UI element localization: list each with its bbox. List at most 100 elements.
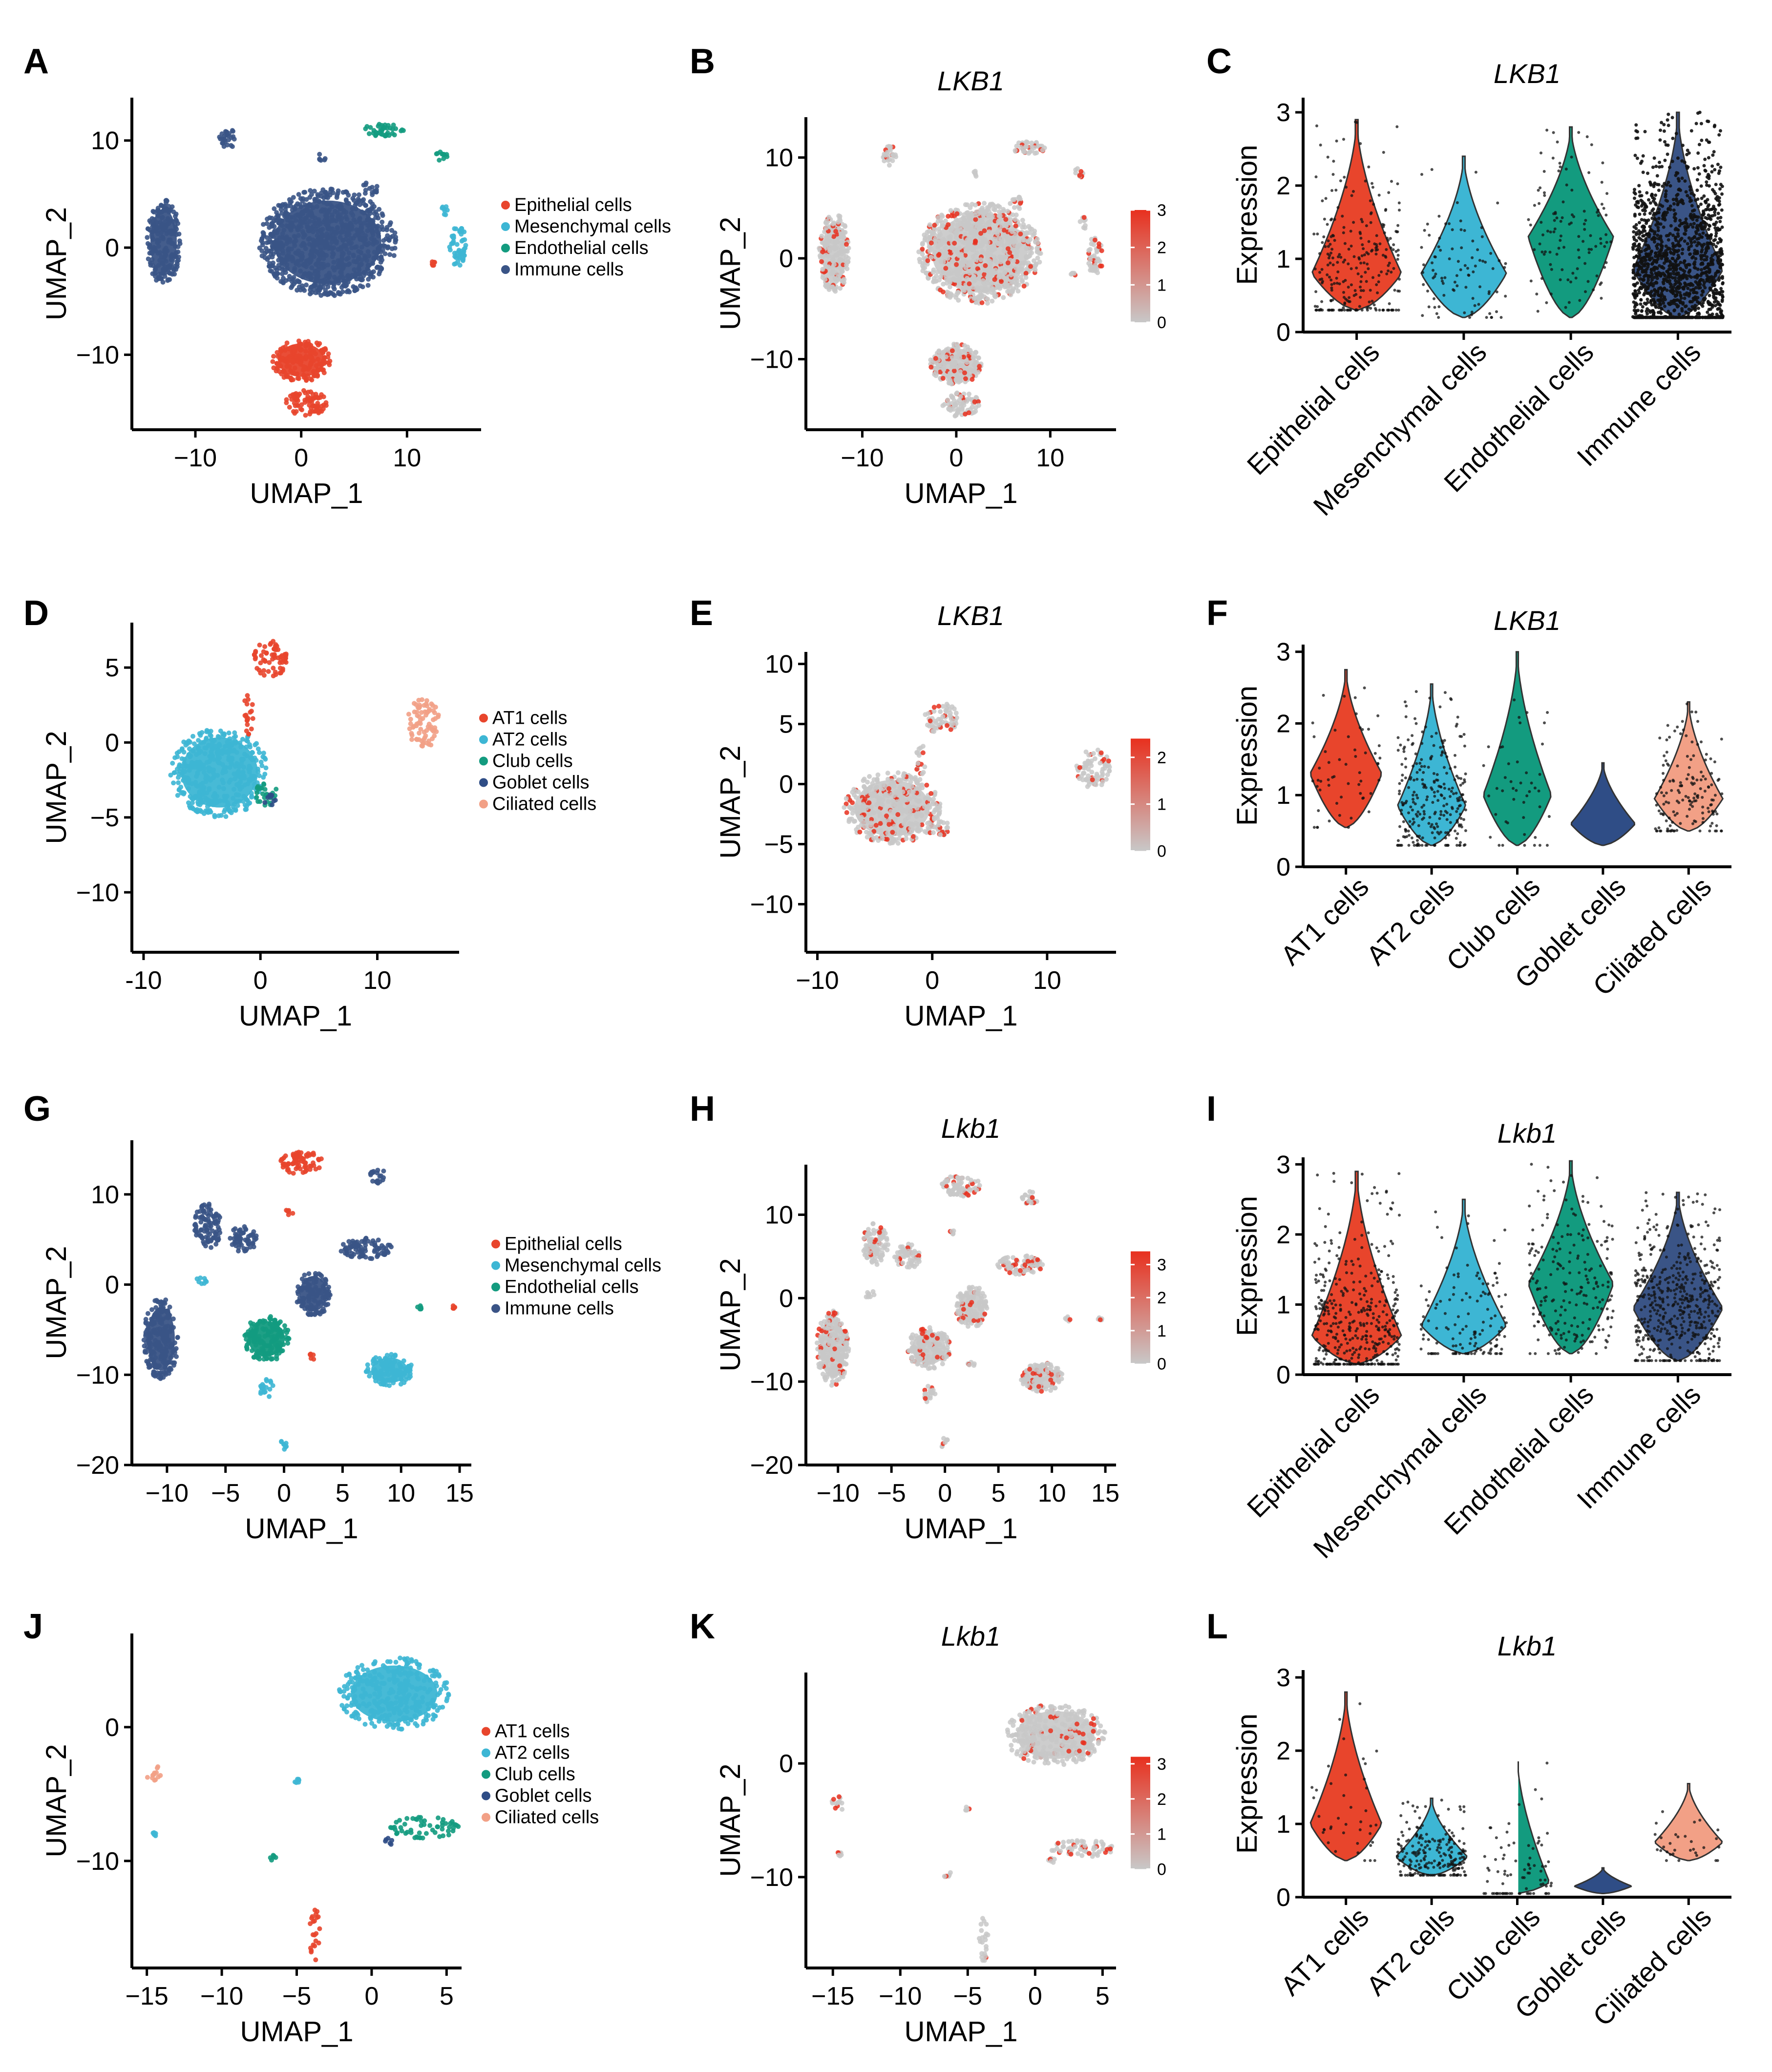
violin-point	[1495, 310, 1498, 314]
umap-point	[273, 265, 278, 271]
umap-point	[331, 245, 337, 251]
colorbar	[1131, 210, 1150, 322]
violin-point	[1536, 310, 1540, 313]
umap-point	[344, 289, 350, 294]
violin-point	[1697, 286, 1701, 290]
violin-point	[1696, 241, 1700, 245]
x-tick-label: 10	[1036, 444, 1064, 472]
umap-point	[450, 240, 456, 245]
umap-point	[161, 208, 167, 213]
violin-point	[1561, 200, 1565, 204]
umap-point	[888, 144, 893, 149]
violin-point	[1676, 228, 1680, 232]
violin-point	[1448, 257, 1451, 260]
violin-point	[1694, 315, 1697, 319]
umap-point	[990, 269, 995, 274]
umap-point	[317, 256, 322, 262]
umap-point	[346, 231, 352, 237]
violin-point	[1687, 271, 1691, 274]
umap-point	[301, 189, 307, 195]
violin-point	[1668, 208, 1672, 211]
violin-point	[1459, 219, 1462, 223]
violin-point	[1631, 315, 1635, 319]
violin-point	[1498, 259, 1501, 262]
violin-point	[1639, 302, 1643, 306]
violin-point	[1695, 188, 1699, 192]
umap-point	[1020, 260, 1026, 266]
violin-point	[1674, 131, 1678, 135]
violin-point	[1489, 251, 1493, 255]
umap-point	[173, 250, 179, 255]
violin-point	[1393, 289, 1396, 292]
violin-point	[1338, 282, 1341, 286]
violin-point	[1435, 312, 1438, 315]
umap-point	[311, 396, 316, 401]
violin-point	[1675, 171, 1678, 175]
umap-point	[962, 343, 967, 348]
umap-point	[325, 279, 331, 284]
y-tick-label: −10	[76, 341, 119, 369]
y-tick-label: 0	[105, 234, 119, 262]
umap-point	[306, 261, 311, 266]
violin-point	[1540, 221, 1543, 224]
violin-point	[1463, 311, 1466, 314]
violin-point	[1643, 273, 1647, 277]
umap-point	[837, 272, 843, 277]
umap-point	[833, 270, 838, 275]
umap-point	[390, 234, 395, 239]
violin-point	[1693, 215, 1696, 219]
panel-label: A	[23, 42, 49, 81]
umap-point	[941, 367, 947, 372]
violin-point	[1699, 235, 1703, 239]
violin-point	[1360, 218, 1363, 221]
umap-point	[833, 276, 838, 281]
violin-point	[1633, 153, 1637, 157]
violin-point	[1651, 199, 1655, 203]
violin-point	[1688, 315, 1691, 319]
umap-point	[932, 223, 937, 228]
violin-point	[1387, 191, 1391, 194]
umap-point	[292, 349, 297, 354]
violin-point	[1686, 148, 1689, 152]
violin-point	[1468, 316, 1471, 319]
umap-point	[957, 274, 963, 279]
violin-point	[1318, 271, 1322, 274]
violin-point	[1362, 261, 1366, 265]
umap-point	[1013, 212, 1019, 218]
umap-point	[378, 265, 383, 270]
umap-point	[287, 215, 293, 220]
violin-point	[1689, 212, 1693, 216]
violin-point	[1702, 194, 1706, 198]
umap-point	[943, 266, 949, 271]
umap-point	[173, 225, 178, 230]
violin-point	[1367, 165, 1371, 168]
umap-point	[358, 216, 362, 221]
umap-point	[380, 211, 385, 216]
umap-point	[386, 237, 391, 242]
violin-point	[1676, 271, 1680, 275]
umap-point	[157, 250, 163, 255]
violin-point	[1718, 169, 1721, 173]
umap-point	[292, 268, 297, 273]
umap-point	[377, 207, 382, 212]
violin-point	[1647, 231, 1651, 235]
umap-points	[145, 122, 468, 418]
violin-point	[1455, 274, 1458, 277]
violin-point	[1701, 262, 1705, 266]
umap-point	[156, 244, 161, 249]
violin-point	[1633, 212, 1637, 216]
violin-point	[1669, 315, 1673, 319]
violin-point	[1681, 268, 1685, 272]
violin-point	[1654, 315, 1658, 319]
violin-point	[1684, 310, 1688, 314]
umap-point	[366, 253, 372, 258]
violin-point	[1643, 130, 1647, 133]
umap-point	[274, 361, 279, 366]
umap-point	[1031, 258, 1036, 263]
umap-point	[957, 281, 962, 286]
violin-point	[1367, 240, 1371, 243]
violin-point	[1651, 207, 1655, 211]
violin-point	[1367, 252, 1370, 255]
umap-point	[301, 241, 306, 246]
umap-point	[150, 229, 155, 234]
